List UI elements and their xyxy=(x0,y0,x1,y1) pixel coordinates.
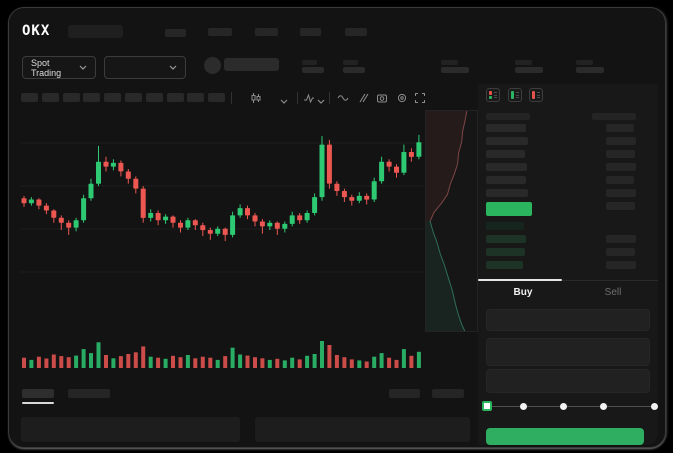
active-tab-indicator xyxy=(478,279,562,281)
timeframe-button[interactable] xyxy=(83,93,101,102)
order-total-input[interactable] xyxy=(486,369,650,393)
book-bids-icon[interactable] xyxy=(508,88,522,102)
orderbook-last-price[interactable] xyxy=(486,202,532,216)
timeframe-button[interactable] xyxy=(62,93,80,102)
stat-value-placeholder xyxy=(576,67,604,73)
stat-label-placeholder xyxy=(515,60,532,65)
ask-size-row[interactable] xyxy=(606,176,634,184)
nav-item[interactable] xyxy=(165,29,186,37)
orderbook-header-right xyxy=(592,113,636,120)
nav-item[interactable] xyxy=(345,28,367,36)
ask-size-row[interactable] xyxy=(606,150,635,158)
stat-label-placeholder xyxy=(302,60,317,65)
ask-row[interactable] xyxy=(486,176,526,184)
stat-value-placeholder xyxy=(302,67,324,73)
orders-table-placeholder xyxy=(21,417,240,442)
stat-value-placeholder xyxy=(515,67,543,73)
ask-size-row[interactable] xyxy=(606,124,634,132)
pair-dropdown[interactable] xyxy=(104,56,186,79)
nav-item[interactable] xyxy=(208,28,232,36)
ask-size-row[interactable] xyxy=(606,202,635,210)
amount-slider-track[interactable] xyxy=(487,406,655,407)
timeframe-button[interactable] xyxy=(125,93,142,102)
timeframe-button[interactable] xyxy=(166,93,184,102)
book-asks-icon[interactable] xyxy=(529,88,543,102)
stat-label-placeholder xyxy=(576,60,593,65)
last-price-placeholder xyxy=(224,58,279,71)
fullscreen-icon[interactable] xyxy=(413,91,427,105)
buy-submit-button[interactable] xyxy=(486,428,644,445)
history-table-placeholder xyxy=(255,417,470,442)
chevron-down-icon[interactable] xyxy=(316,94,326,108)
ask-row[interactable] xyxy=(486,150,525,158)
header-placeholder xyxy=(68,25,123,38)
nav-item[interactable] xyxy=(300,28,321,36)
bottom-tab-active[interactable] xyxy=(22,389,54,398)
ask-size-row[interactable] xyxy=(606,137,636,145)
slider-stop-50[interactable] xyxy=(560,403,567,410)
market-type-dropdown[interactable]: Spot Trading xyxy=(22,56,96,79)
tab-sell[interactable]: Sell xyxy=(604,287,622,298)
coin-avatar xyxy=(204,57,221,74)
depth-chart xyxy=(426,111,477,331)
bid-row[interactable] xyxy=(486,235,526,243)
timeframe-button[interactable] xyxy=(41,93,59,102)
order-amount-input[interactable] xyxy=(486,338,650,366)
stat-label-placeholder xyxy=(441,60,458,65)
okx-logo[interactable]: OKX xyxy=(22,23,51,39)
candle-style-icon[interactable] xyxy=(249,91,263,105)
order-price-input[interactable] xyxy=(486,309,650,331)
ask-row[interactable] xyxy=(486,163,527,171)
chevron-down-icon[interactable] xyxy=(279,94,289,108)
wave-line-icon[interactable] xyxy=(336,91,350,105)
timeframe-button[interactable] xyxy=(208,93,226,102)
ask-row[interactable] xyxy=(486,124,526,132)
slider-stop-25[interactable] xyxy=(520,403,527,410)
stat-value-placeholder xyxy=(441,67,469,73)
camera-icon[interactable] xyxy=(375,91,389,105)
slider-stop-100[interactable] xyxy=(651,403,658,410)
nav-item[interactable] xyxy=(255,28,278,36)
bid-size-row[interactable] xyxy=(606,261,636,269)
stat-value-placeholder xyxy=(343,67,365,73)
chevron-down-icon xyxy=(79,65,87,70)
timeframe-button[interactable] xyxy=(21,93,38,102)
market-type-label: Spot Trading xyxy=(31,57,62,78)
volume-bars xyxy=(22,341,421,368)
toolbar-divider xyxy=(231,92,232,104)
bottom-tab-underline xyxy=(22,402,54,404)
bid-row[interactable] xyxy=(486,261,523,269)
bottom-tab[interactable] xyxy=(68,389,110,398)
depth-panel xyxy=(425,110,478,332)
slider-stop-0[interactable] xyxy=(482,401,492,411)
bid-size-row[interactable] xyxy=(606,248,635,256)
toolbar-divider xyxy=(297,92,298,104)
bid-row[interactable] xyxy=(486,222,524,230)
toolbar-divider xyxy=(329,92,330,104)
tabs-divider xyxy=(478,280,658,281)
settings-icon[interactable] xyxy=(395,91,409,105)
timeframe-button[interactable] xyxy=(187,93,205,102)
ask-size-row[interactable] xyxy=(606,189,636,197)
draw-icon[interactable] xyxy=(356,91,370,105)
candlestick-chart[interactable] xyxy=(20,112,424,290)
timeframe-button[interactable] xyxy=(104,93,122,102)
slider-stop-75[interactable] xyxy=(600,403,607,410)
bottom-action[interactable] xyxy=(389,389,420,398)
timeframe-button[interactable] xyxy=(145,93,163,102)
orderbook-header-left xyxy=(486,113,530,120)
bid-row[interactable] xyxy=(486,248,525,256)
ask-row[interactable] xyxy=(486,137,528,145)
tab-buy[interactable]: Buy xyxy=(513,287,533,298)
ask-row[interactable] xyxy=(486,189,528,197)
bottom-action[interactable] xyxy=(432,389,464,398)
chevron-down-icon xyxy=(169,65,177,70)
stat-label-placeholder xyxy=(343,60,358,65)
book-combined-icon[interactable] xyxy=(486,88,500,102)
bid-size-row[interactable] xyxy=(606,235,636,243)
ask-size-row[interactable] xyxy=(606,163,636,171)
indicator-icon[interactable] xyxy=(302,91,316,105)
